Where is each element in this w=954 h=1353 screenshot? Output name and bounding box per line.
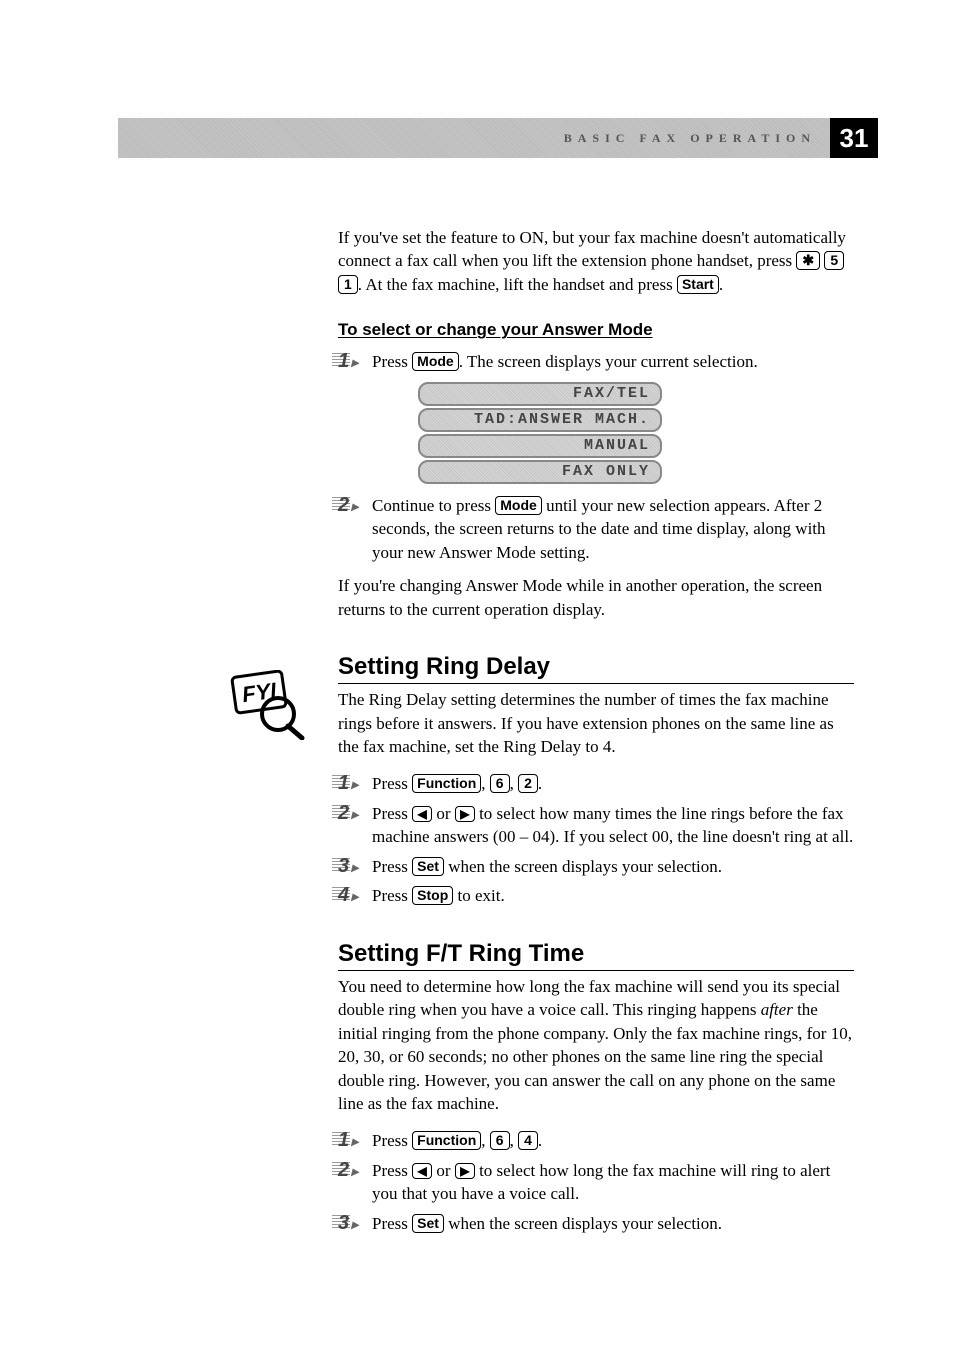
- svg-text:FYI: FYI: [240, 678, 278, 708]
- key-2: 2: [518, 774, 538, 793]
- arrow-icon: ▸: [351, 806, 358, 822]
- step-number-icon: 1▸: [338, 350, 372, 373]
- step-number-icon: 3▸: [338, 1212, 372, 1235]
- step-1: 1▸ Press Function, 6, 4.: [338, 1129, 854, 1152]
- key-stop: Stop: [412, 886, 453, 905]
- lcd-line: MANUAL: [418, 434, 662, 458]
- section-intro: You need to determine how long the fax m…: [338, 975, 854, 1116]
- step-number-icon: 1▸: [338, 1129, 372, 1152]
- arrow-icon: ▸: [351, 354, 358, 370]
- header-bar: BASIC FAX OPERATION 31: [118, 118, 878, 158]
- step-text: Continue to press Mode until your new se…: [372, 494, 854, 564]
- key-set: Set: [412, 1214, 444, 1233]
- key-function: Function: [412, 1131, 481, 1150]
- step-1: 1▸ Press Function, 6, 2.: [338, 772, 854, 795]
- key-left-arrow: ◀: [412, 1163, 432, 1179]
- section-title: Setting F/T Ring Time: [338, 940, 854, 971]
- step-2: 2▸ Press ◀ or ▶ to select how long the f…: [338, 1159, 854, 1206]
- key-set: Set: [412, 857, 444, 876]
- note-paragraph: If you're changing Answer Mode while in …: [338, 574, 854, 621]
- step-text: Press Function, 6, 2.: [372, 772, 854, 795]
- key-4: 4: [518, 1131, 538, 1150]
- step-number-icon: 2▸: [338, 494, 372, 517]
- key-function: Function: [412, 774, 481, 793]
- key-6: 6: [490, 774, 510, 793]
- arrow-icon: ▸: [351, 776, 358, 792]
- fyi-icon: FYI: [226, 670, 306, 740]
- step-text: Press Mode. The screen displays your cur…: [372, 350, 854, 373]
- key-start: Start: [677, 275, 719, 294]
- key-right-arrow: ▶: [455, 806, 475, 822]
- step-text: Press Set when the screen displays your …: [372, 855, 854, 878]
- intro-paragraph: If you've set the feature to ON, but you…: [338, 226, 854, 296]
- text: If you've set the feature to ON, but you…: [338, 228, 846, 270]
- step-4: 4▸ Press Stop to exit.: [338, 884, 854, 907]
- key-star: ✱: [796, 251, 820, 270]
- subsection-title: To select or change your Answer Mode: [338, 320, 854, 340]
- step-text: Press ◀ or ▶ to select how many times th…: [372, 802, 854, 849]
- content-column: If you've set the feature to ON, but you…: [338, 158, 854, 1235]
- section-intro: The Ring Delay setting determines the nu…: [338, 688, 854, 758]
- lcd-display-group: FAX/TEL TAD:ANSWER MACH. MANUAL FAX ONLY: [418, 382, 662, 484]
- step-text: Press Set when the screen displays your …: [372, 1212, 854, 1235]
- step-number-icon: 2▸: [338, 1159, 372, 1182]
- arrow-icon: ▸: [351, 859, 358, 875]
- key-6: 6: [490, 1131, 510, 1150]
- document-page: BASIC FAX OPERATION 31 FYI If you've set…: [0, 118, 954, 1353]
- text: .: [719, 275, 723, 294]
- key-5: 5: [824, 251, 844, 270]
- section-title: Setting Ring Delay: [338, 653, 854, 684]
- step-2: 2▸ Continue to press Mode until your new…: [338, 494, 854, 564]
- arrow-icon: ▸: [351, 498, 358, 514]
- step-number-icon: 1▸: [338, 772, 372, 795]
- arrow-icon: ▸: [351, 1216, 358, 1232]
- lcd-line: FAX/TEL: [418, 382, 662, 406]
- text: . At the fax machine, lift the handset a…: [358, 275, 677, 294]
- step-text: Press ◀ or ▶ to select how long the fax …: [372, 1159, 854, 1206]
- key-mode: Mode: [495, 496, 542, 515]
- step-number-icon: 4▸: [338, 884, 372, 907]
- step-2: 2▸ Press ◀ or ▶ to select how many times…: [338, 802, 854, 849]
- key-right-arrow: ▶: [455, 1163, 475, 1179]
- arrow-icon: ▸: [351, 888, 358, 904]
- step-number-icon: 3▸: [338, 855, 372, 878]
- step-text: Press Function, 6, 4.: [372, 1129, 854, 1152]
- step-text: Press Stop to exit.: [372, 884, 854, 907]
- arrow-icon: ▸: [351, 1163, 358, 1179]
- step-3: 3▸ Press Set when the screen displays yo…: [338, 1212, 854, 1235]
- step-number-icon: 2▸: [338, 802, 372, 825]
- step-3: 3▸ Press Set when the screen displays yo…: [338, 855, 854, 878]
- key-left-arrow: ◀: [412, 806, 432, 822]
- lcd-line: FAX ONLY: [418, 460, 662, 484]
- lcd-line: TAD:ANSWER MACH.: [418, 408, 662, 432]
- arrow-icon: ▸: [351, 1133, 358, 1149]
- header-section-label: BASIC FAX OPERATION: [564, 131, 816, 146]
- page-number: 31: [830, 118, 878, 158]
- step-1: 1▸ Press Mode. The screen displays your …: [338, 350, 854, 373]
- key-mode: Mode: [412, 352, 459, 371]
- key-1: 1: [338, 275, 358, 294]
